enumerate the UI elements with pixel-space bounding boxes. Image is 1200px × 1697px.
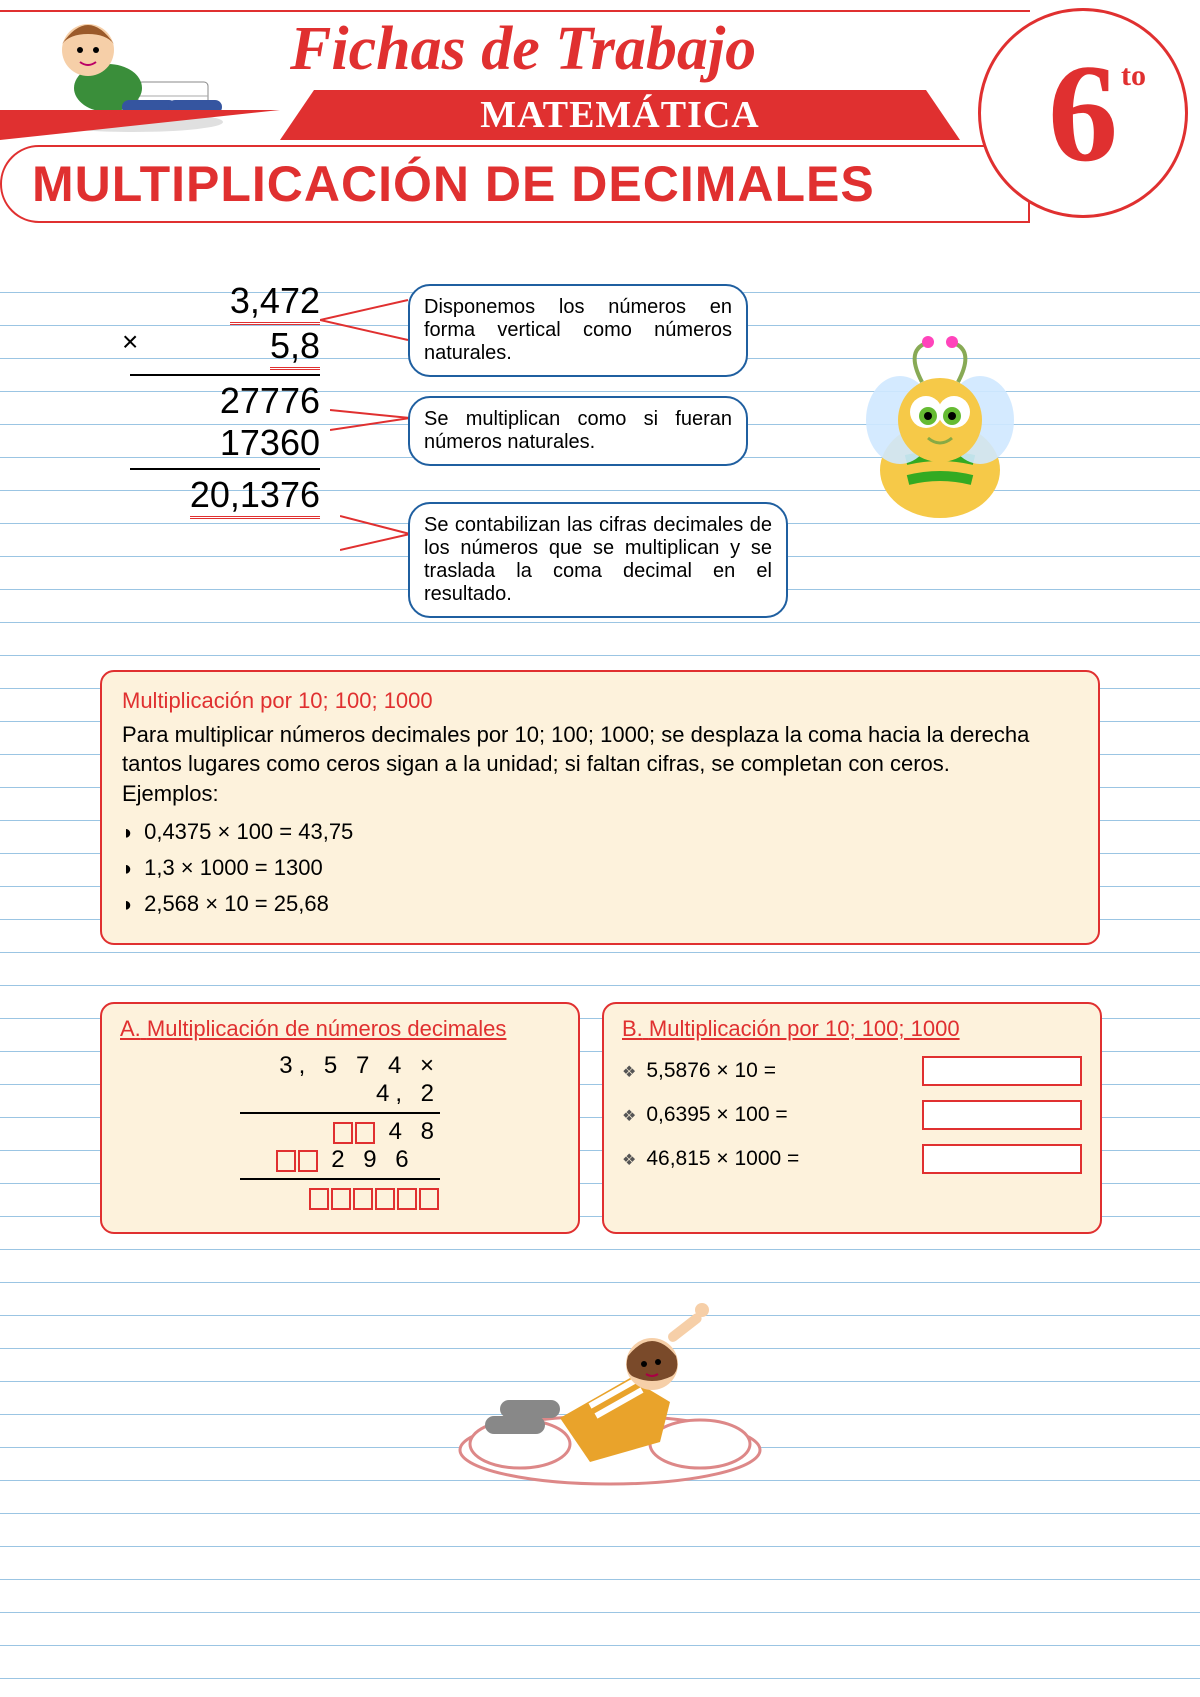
rule-body: Para multiplicar números decimales por 1… — [122, 720, 1078, 779]
exercise-b-row-2: 0,6395 × 100 = — [622, 1100, 1082, 1130]
exercise-b-row-1: 5,5876 × 10 = — [622, 1056, 1082, 1086]
partial-2: 17360 — [130, 422, 320, 464]
examples-label: Ejemplos: — [122, 779, 1078, 809]
explain-bubble-1: Disponemos los números en forma vertical… — [408, 284, 748, 377]
calc-row-5 — [240, 1184, 440, 1212]
factor-1: 3,472 — [230, 280, 320, 325]
calc-row-3: 4 8 — [240, 1118, 440, 1146]
worksheet-title: MULTIPLICACIÓN DE DECIMALES — [32, 155, 875, 213]
pointer-1 — [320, 290, 420, 360]
calc-row-4: 2 9 6 — [240, 1146, 440, 1174]
exercise-b: B. Multiplicación por 10; 100; 1000 5,58… — [602, 1002, 1102, 1234]
exercise-b-row-3: 46,815 × 1000 = — [622, 1144, 1082, 1174]
worked-multiplication: 3,472 × 5,8 27776 17360 20,1376 — [130, 280, 320, 519]
grade-suffix: to — [1121, 59, 1146, 93]
subject-label: MATEMÁTICA — [480, 93, 760, 137]
factor-2: 5,8 — [270, 325, 320, 370]
calc-row-2: 4, 2 — [240, 1080, 440, 1108]
exercise-b-letter: B. — [622, 1016, 643, 1041]
worksheet-header: Fichas de Trabajo MATEMÁTICA MULTIPLICAC… — [0, 0, 1200, 240]
exercise-a: A. Multiplicación de números decimales 3… — [100, 1002, 580, 1234]
series-title: Fichas de Trabajo — [290, 14, 756, 85]
example-3: 2,568 × 10 = 25,68 — [122, 889, 1078, 919]
answer-box-1[interactable] — [922, 1056, 1082, 1086]
explain-bubble-2: Se multiplican como si fueran números na… — [408, 396, 748, 466]
exercise-b-title: Multiplicación por 10; 100; 1000 — [649, 1016, 960, 1041]
result: 20,1376 — [190, 474, 320, 519]
times-symbol: × — [122, 326, 138, 358]
calc-row-1: 3, 5 7 4 × — [240, 1052, 440, 1080]
header-accent — [0, 110, 280, 140]
bee-illustration — [830, 330, 1050, 550]
answer-box-2[interactable] — [922, 1100, 1082, 1130]
exercise-a-title: Multiplicación de números decimales — [147, 1016, 507, 1041]
partial-1: 27776 — [130, 380, 320, 422]
rule-heading: Multiplicación por 10; 100; 1000 — [122, 686, 1078, 716]
subject-band: MATEMÁTICA — [280, 90, 960, 140]
pointer-2 — [330, 400, 420, 440]
exercise-row: A. Multiplicación de números decimales 3… — [100, 1002, 1102, 1234]
example-1: 0,4375 × 100 = 43,75 — [122, 817, 1078, 847]
example-2: 1,3 × 1000 = 1300 — [122, 853, 1078, 883]
title-band: MULTIPLICACIÓN DE DECIMALES — [0, 145, 1030, 223]
calc-block: 3, 5 7 4 × 4, 2 4 8 2 9 6 — [240, 1052, 440, 1212]
answer-box-3[interactable] — [922, 1144, 1082, 1174]
exercise-a-letter: A. — [120, 1016, 141, 1041]
grade-badge: 6 to — [978, 8, 1188, 218]
rule-box: Multiplicación por 10; 100; 1000 Para mu… — [100, 670, 1100, 945]
grade-number: 6 — [1048, 36, 1118, 191]
explain-bubble-3: Se contabilizan las cifras decimales de … — [408, 502, 788, 618]
girl-on-cloud-illustration — [430, 1260, 790, 1490]
